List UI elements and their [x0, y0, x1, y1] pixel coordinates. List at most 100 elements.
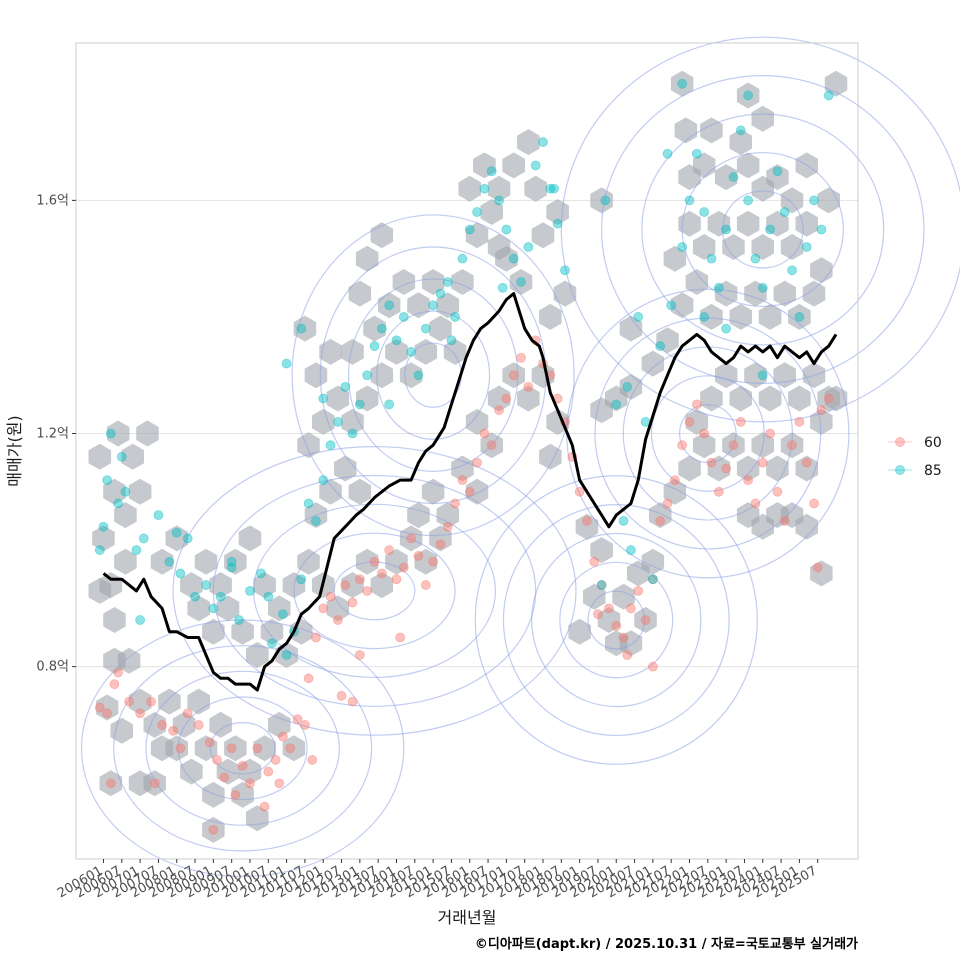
hexbin-98	[392, 269, 416, 295]
point-60-83	[677, 440, 688, 451]
point-85-88	[772, 166, 783, 177]
point-60-99	[794, 416, 805, 427]
hexbin-137	[736, 455, 760, 482]
point-60-26	[105, 778, 116, 789]
point-85-40	[420, 323, 431, 334]
point-60-3	[113, 667, 124, 678]
point-60-62	[523, 381, 534, 392]
point-85-70	[611, 399, 622, 410]
point-85-63	[384, 399, 395, 410]
point-60-37	[340, 580, 351, 590]
point-60-93	[750, 498, 761, 509]
point-85-39	[413, 370, 424, 381]
hexbin-182	[780, 234, 804, 260]
point-85-16	[226, 556, 237, 567]
hexbin-133	[678, 455, 701, 482]
point-85-27	[325, 440, 336, 451]
point-60-21	[278, 731, 288, 742]
hexbin-91	[429, 315, 452, 342]
point-60-96	[772, 486, 783, 497]
y-tick-label-2: 1.6억	[36, 193, 69, 208]
point-85-30	[347, 428, 358, 439]
point-60-56	[479, 428, 490, 439]
point-60-10	[182, 708, 193, 719]
hexbin-188	[736, 152, 760, 179]
density-contour-18	[502, 504, 730, 737]
point-85-50	[494, 195, 504, 206]
point-85-0	[94, 545, 105, 555]
point-85-85	[750, 253, 761, 264]
point-85-105	[647, 574, 658, 585]
point-85-99	[633, 312, 644, 322]
hexbin-112	[502, 152, 525, 179]
point-60-14	[219, 772, 230, 783]
point-85-31	[354, 399, 365, 410]
hexbin-84	[326, 385, 350, 412]
hexbin-178	[722, 234, 745, 260]
hexbin-4	[121, 443, 144, 470]
hexbin-174	[663, 245, 687, 272]
point-85-57	[545, 183, 556, 194]
point-60-104	[812, 562, 823, 573]
hexbin-105	[348, 280, 372, 307]
point-85-61	[281, 358, 292, 369]
point-85-45	[457, 253, 468, 264]
hexbin-74	[517, 385, 540, 412]
point-85-23	[296, 574, 307, 585]
hexbin-5	[136, 420, 159, 447]
point-85-79	[706, 253, 717, 264]
trend-line-layer	[102, 292, 838, 692]
point-60-28	[208, 824, 219, 835]
density-contour-26	[681, 151, 844, 308]
point-85-65	[263, 591, 274, 602]
hexbin-163	[656, 327, 679, 354]
point-60-52	[450, 498, 460, 509]
point-60-73	[604, 603, 614, 614]
point-60-87	[706, 457, 717, 468]
point-85-13	[201, 580, 211, 590]
hexbin-51	[246, 642, 269, 668]
point-85-80	[713, 282, 724, 293]
point-60-109	[354, 650, 365, 660]
plot-panel	[75, 36, 960, 878]
hexbin-25	[224, 735, 247, 762]
point-60-102	[816, 405, 827, 416]
density-contour-27	[641, 113, 885, 346]
point-60-108	[395, 632, 406, 643]
hexbin-113	[517, 129, 540, 156]
hexbin-58	[341, 572, 364, 599]
hexbin-168	[729, 303, 752, 330]
point-85-62	[318, 393, 329, 404]
point-85-18	[245, 585, 255, 596]
hexbin-194	[670, 70, 694, 97]
point-85-100	[662, 148, 673, 159]
y-axis: 0.8억 1.2억 1.6억	[36, 193, 76, 675]
point-85-32	[362, 370, 373, 381]
hexbin-173	[802, 280, 826, 307]
point-60-78	[640, 615, 651, 625]
point-85-48	[479, 183, 490, 194]
hexbin-179	[736, 210, 760, 237]
hexbin-207	[103, 607, 126, 633]
density-contour-8	[113, 645, 373, 852]
point-60-92	[743, 475, 754, 486]
hexbin-93	[304, 362, 328, 389]
hexbin-97	[377, 292, 401, 319]
density-contour-25	[721, 190, 804, 269]
density-contour-28	[601, 75, 925, 384]
hexbin-128	[634, 607, 657, 633]
y-axis-title: 매매가(원)	[5, 415, 24, 486]
density-contour-4	[172, 446, 577, 736]
point-60-74	[611, 620, 622, 631]
hexbin-196	[751, 105, 774, 132]
point-85-41	[428, 300, 439, 311]
point-60-86	[699, 428, 710, 439]
hexbin-59	[355, 548, 379, 575]
hexbin-32	[231, 781, 254, 808]
point-85-20	[267, 638, 277, 649]
density-contour-0	[333, 561, 416, 621]
hexbin-199	[729, 129, 752, 156]
point-85-84	[743, 195, 754, 206]
hexbin-94	[319, 338, 342, 365]
point-60-44	[391, 574, 402, 585]
